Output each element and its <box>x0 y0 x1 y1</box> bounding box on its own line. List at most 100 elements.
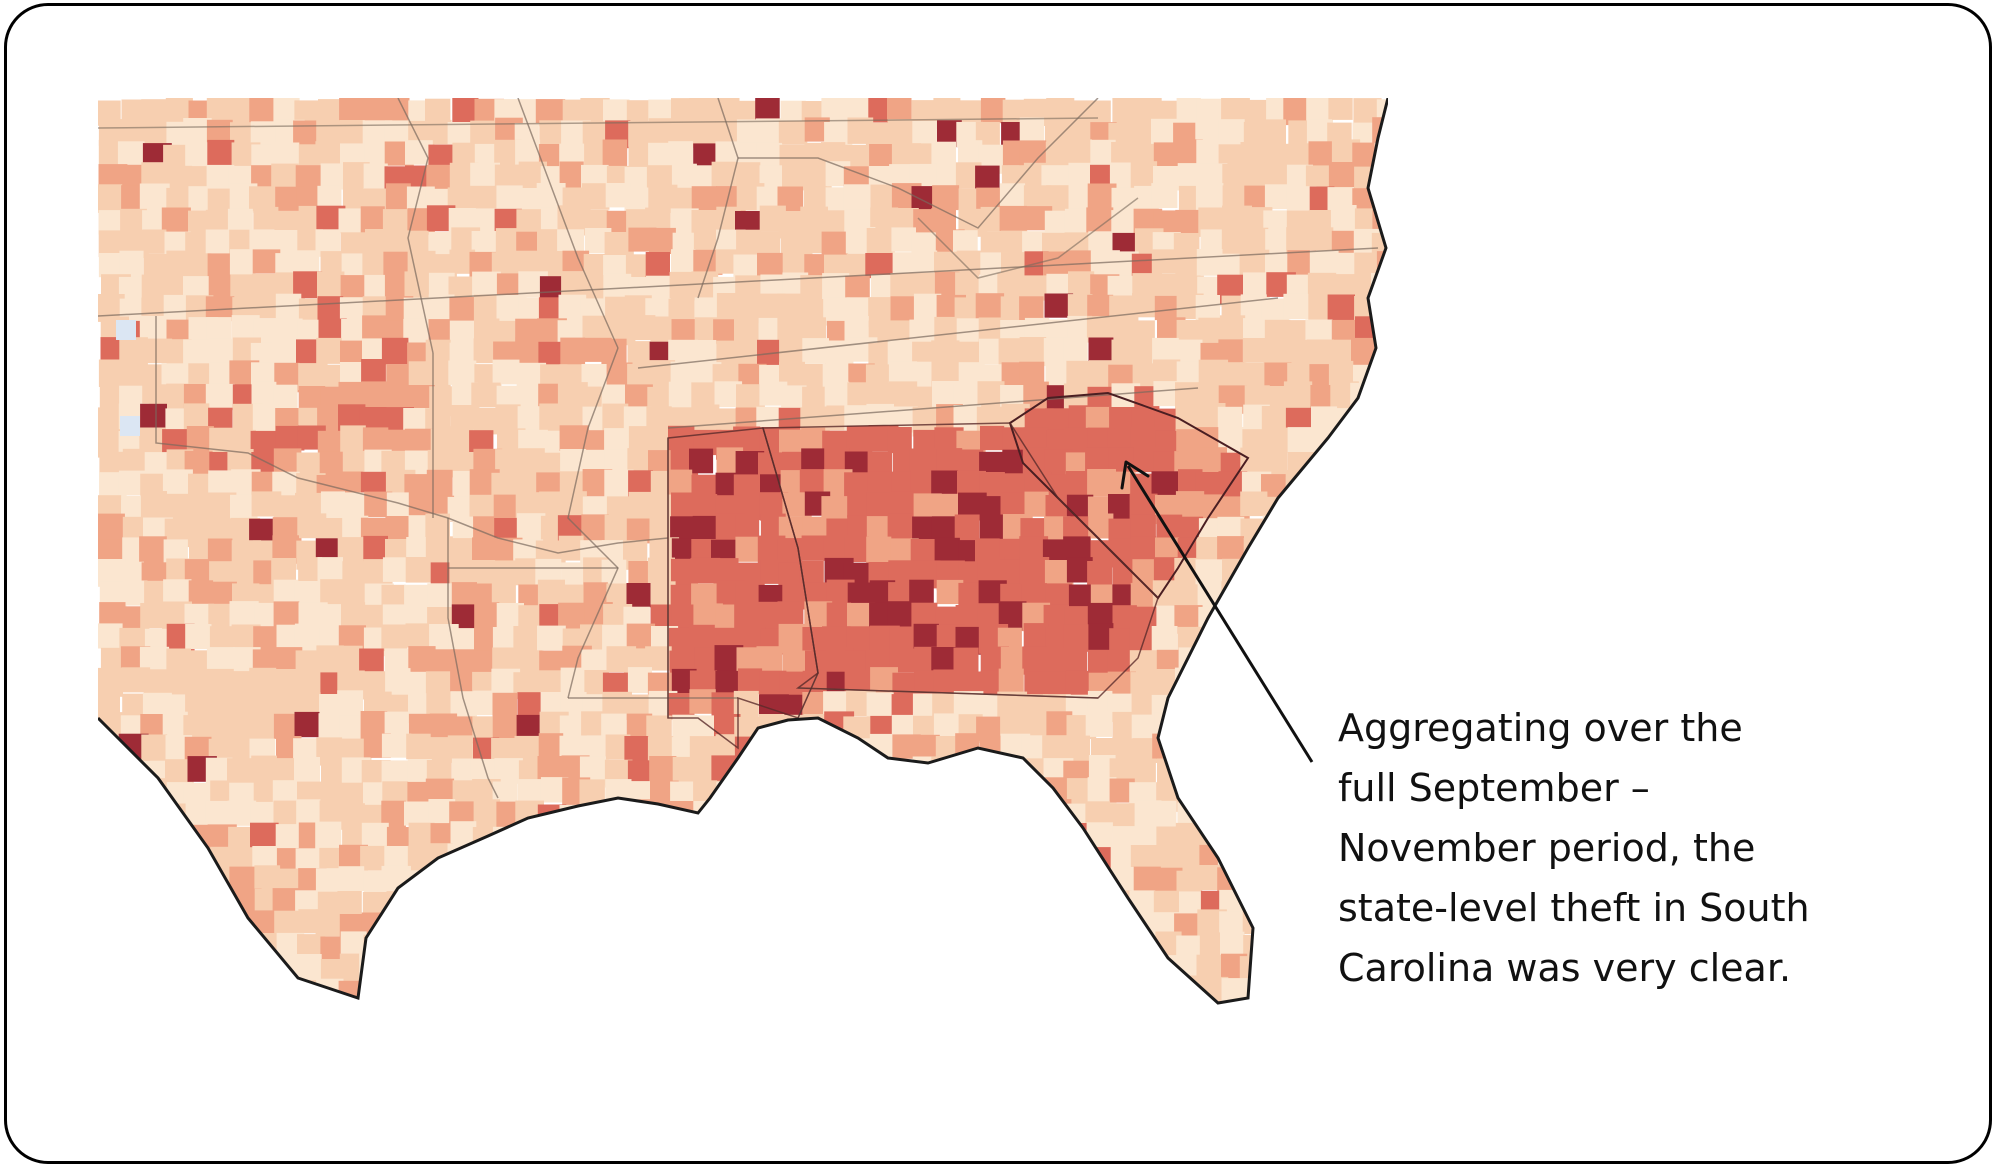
county-cell <box>933 847 963 876</box>
county-cell <box>625 956 655 981</box>
county-cell <box>934 537 960 565</box>
county-cell <box>711 845 738 875</box>
county-cell <box>1151 183 1178 208</box>
county-cell <box>294 711 320 738</box>
county-cell <box>141 998 167 1003</box>
county-cell <box>1285 734 1310 764</box>
county-cell <box>1352 514 1380 539</box>
county-cell <box>581 183 610 210</box>
county-cell <box>800 162 827 188</box>
county-cell <box>912 782 941 810</box>
county-cell <box>647 956 675 986</box>
county-cell <box>671 163 697 188</box>
county-cell <box>888 804 916 830</box>
caption-line: Carolina was very clear. <box>1338 946 1792 990</box>
county-cell <box>584 1046 614 1058</box>
county-cell <box>1283 381 1313 410</box>
county-cell <box>1308 756 1337 784</box>
county-cell <box>1310 713 1337 740</box>
county-cell <box>1196 713 1226 739</box>
county-cell <box>1088 892 1117 920</box>
county-cell <box>271 163 299 188</box>
county-cell <box>782 999 812 1003</box>
county-cell <box>954 824 984 851</box>
county-cell <box>1002 935 1030 965</box>
county-cell <box>536 846 566 872</box>
county-cell <box>474 866 499 893</box>
county-cell <box>1354 1023 1380 1051</box>
county-cell <box>143 1044 171 1058</box>
county-cell <box>800 363 826 390</box>
county-cell <box>626 1021 654 1047</box>
county-cell <box>208 998 236 1003</box>
county-cell <box>757 760 784 788</box>
county-cell <box>452 932 480 958</box>
county-cell <box>381 337 409 365</box>
county-cell <box>931 1002 956 1003</box>
county-cell <box>1109 935 1134 964</box>
county-cell <box>1085 870 1112 898</box>
county-cell <box>425 865 451 894</box>
county-cell <box>121 978 147 1003</box>
county-cell <box>649 1022 675 1047</box>
county-cell <box>1330 605 1361 633</box>
county-cell <box>848 914 878 942</box>
county-cell <box>1283 843 1311 870</box>
county-cell <box>537 867 566 895</box>
county-cell <box>491 867 518 893</box>
county-cell <box>1376 340 1388 369</box>
county-cell <box>800 933 827 963</box>
county-cell <box>603 1042 627 1058</box>
county-cell <box>515 139 541 166</box>
county-cell <box>1351 667 1380 693</box>
county-cell <box>1307 493 1337 523</box>
county-cell <box>561 823 588 852</box>
county-cell <box>1222 713 1248 744</box>
county-cell <box>714 1023 740 1050</box>
county-cell <box>1153 142 1178 169</box>
county-cell <box>669 271 694 302</box>
county-cell <box>623 975 651 1001</box>
county-cell <box>1199 736 1226 762</box>
county-cell <box>362 427 389 453</box>
county-cell <box>1376 513 1388 544</box>
county-cell <box>185 142 210 170</box>
county-cell <box>338 492 369 520</box>
county-cell <box>1373 471 1388 502</box>
county-cell <box>824 1024 850 1053</box>
county-cell <box>386 364 413 389</box>
county-cell <box>249 667 277 693</box>
county-cell <box>735 801 764 829</box>
county-cell <box>671 249 696 275</box>
county-cell <box>1330 205 1357 232</box>
county-cell <box>1327 294 1355 323</box>
county-cell <box>360 999 390 1003</box>
county-cell <box>100 1047 126 1058</box>
county-cell <box>1196 249 1223 276</box>
county-cell <box>890 958 915 983</box>
county-cell <box>689 448 714 474</box>
county-cell <box>254 1042 282 1058</box>
county-cell <box>756 778 786 806</box>
county-cell <box>869 847 896 875</box>
county-cell <box>1286 823 1315 853</box>
county-cell <box>120 953 147 978</box>
county-cell <box>141 734 168 764</box>
county-cell <box>1154 1046 1179 1058</box>
county-cell <box>1266 758 1291 784</box>
county-cell <box>999 868 1028 897</box>
county-cell <box>672 825 703 852</box>
county-cell <box>1218 119 1245 146</box>
county-cell <box>668 801 695 831</box>
county-cell <box>645 822 676 852</box>
county-cell <box>582 315 608 341</box>
county-cell <box>229 954 254 982</box>
county-cell <box>758 914 787 944</box>
county-cell <box>98 513 125 542</box>
county-cell <box>738 1002 768 1003</box>
county-cell <box>605 998 633 1003</box>
county-cell <box>315 1002 341 1003</box>
county-cell <box>1309 625 1336 652</box>
county-cell <box>1244 736 1269 765</box>
county-cell <box>781 1044 805 1058</box>
